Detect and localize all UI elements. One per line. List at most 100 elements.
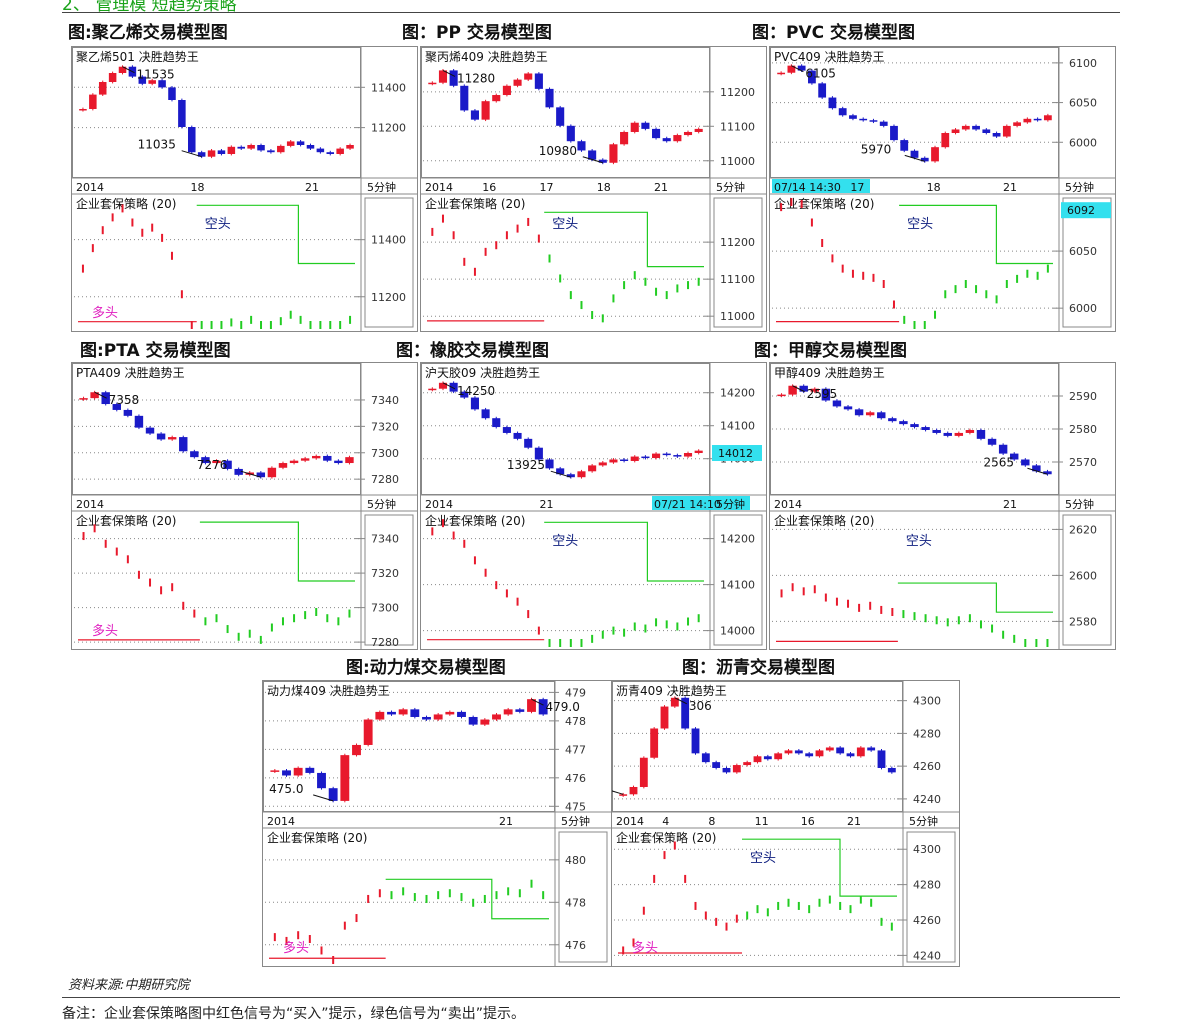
high-label: 479.0 xyxy=(546,700,580,714)
price-badge xyxy=(712,445,762,462)
candle-body xyxy=(899,421,908,425)
candle-body xyxy=(438,70,448,83)
short-signal-label: 空头 xyxy=(907,217,933,232)
candle-body xyxy=(1002,125,1011,137)
short-stop-line xyxy=(897,582,1053,613)
chart-title: 图：PVC 交易模型图 xyxy=(752,23,916,43)
x-tick-label: 16 xyxy=(482,181,496,194)
candle-body xyxy=(387,711,396,715)
footnote: 备注：企业套保策略图中红色信号为“买入”提示，绿色信号为“卖出”提示。 xyxy=(62,1006,526,1022)
chart-title: 图:动力煤交易模型图 xyxy=(346,658,506,678)
lower-axis-box xyxy=(1062,514,1112,646)
short-signal-label: 空头 xyxy=(906,534,932,549)
candle-body xyxy=(865,412,875,416)
high-pointer xyxy=(94,391,107,399)
candle-body xyxy=(910,150,919,158)
candle-body xyxy=(148,80,156,84)
candle-body xyxy=(821,388,831,401)
candle-body xyxy=(197,152,206,157)
candle-body xyxy=(982,129,991,133)
candle-body xyxy=(470,110,479,120)
candle-body xyxy=(961,125,970,130)
y-tick-label: 4280 xyxy=(913,879,941,892)
y-tick-label: 2590 xyxy=(1069,390,1097,403)
y-tick-label: 2580 xyxy=(1069,615,1097,628)
source-note: 资料来源:中期研究院 xyxy=(68,978,190,993)
candle-body xyxy=(112,404,121,410)
candle-body xyxy=(492,418,501,428)
lower-panel-label: 企业套保策略 (20) xyxy=(774,196,874,211)
candle-body xyxy=(317,772,326,789)
candle-body xyxy=(282,770,291,776)
x-tick-label: 2014 xyxy=(425,498,453,511)
candle-body xyxy=(838,108,847,116)
candle-body xyxy=(931,147,939,162)
chart-panel: 沥青409 决胜趋势王 企业套保策略 (20) 2014 4 8 11 16 21 5分钟 430… xyxy=(611,680,960,967)
candle-body xyxy=(805,753,814,757)
y-tick-label: 4240 xyxy=(913,949,941,962)
section-heading: 2、 管理模 短趋势策略 xyxy=(62,0,237,15)
short-stop-line xyxy=(544,521,704,582)
lower-axis-box xyxy=(364,197,414,328)
high-label: 11280 xyxy=(457,71,495,85)
y-tick-label: 2570 xyxy=(1069,456,1097,469)
period-label: 5分钟 xyxy=(1065,180,1094,194)
candle-body xyxy=(888,418,897,422)
candle-body xyxy=(639,757,648,787)
chart-panel: 聚丙烯409 决胜趋势王 企业套保策略 (20) 2014 16 17 18 21 5分钟 11… xyxy=(420,46,767,332)
y-tick-label: 475 xyxy=(565,800,586,813)
x-tick-label: 21 xyxy=(540,498,554,511)
short-stop-line xyxy=(385,878,549,920)
candle-body xyxy=(777,72,786,75)
candle-body xyxy=(694,128,703,132)
y-tick-label: 7340 xyxy=(371,394,399,407)
candle-body xyxy=(660,706,669,729)
candle-body xyxy=(223,460,232,469)
candle-body xyxy=(1033,118,1042,121)
candle-body xyxy=(267,467,277,478)
candle-body xyxy=(732,765,741,773)
x-tick-label: 4 xyxy=(662,815,669,828)
candle-body xyxy=(422,716,431,720)
candle-body xyxy=(346,145,354,149)
chart-panel: 沪天胶09 决胜趋势王 企业套保策略 (20) 2014 21 07/21 14:10 5… xyxy=(420,362,767,650)
x-tick-label: 21 xyxy=(305,181,319,194)
y-tick-label: 11100 xyxy=(720,120,755,133)
candle-body xyxy=(828,97,837,109)
high-label: 306 xyxy=(689,699,712,713)
candle-body xyxy=(118,66,127,73)
candle-body xyxy=(846,753,855,757)
candle-body xyxy=(502,85,511,96)
x-tick-label: 2014 xyxy=(76,181,104,194)
candle-body xyxy=(375,711,385,720)
candle-body xyxy=(515,709,525,712)
candle-body xyxy=(743,762,752,766)
candle-body xyxy=(480,719,490,725)
chart-panel: 甲醇409 决胜趋势王 企业套保策略 (20) 2014 21 5分钟 2590 2580 2… xyxy=(769,362,1116,650)
candle-body xyxy=(363,719,373,745)
low-label: 13925 xyxy=(507,458,545,472)
y-tick-label: 4300 xyxy=(913,843,941,856)
candle-body xyxy=(879,121,888,126)
x-tick-label: 18 xyxy=(927,181,941,194)
x-tick-label: 21 xyxy=(654,181,668,194)
y-tick-label: 2620 xyxy=(1069,523,1097,536)
candle-body xyxy=(212,460,221,464)
candle-body xyxy=(217,150,226,154)
candle-body xyxy=(788,385,797,395)
upper-plot-frame xyxy=(72,363,361,495)
candle-body xyxy=(481,101,490,120)
candle-body xyxy=(662,453,671,456)
candle-body xyxy=(976,430,986,439)
x-tick-label: 2014 xyxy=(425,181,453,194)
candle-body xyxy=(306,145,315,149)
price-badge-label: 6092 xyxy=(1067,204,1095,217)
candle-body xyxy=(158,80,166,88)
upper-panel-label: 甲醇409 决胜趋势王 xyxy=(774,365,885,380)
lower-panel-label: 企业套保策略 (20) xyxy=(425,513,525,528)
y-tick-label: 7300 xyxy=(371,447,399,460)
y-tick-label: 7280 xyxy=(371,473,399,486)
candle-body xyxy=(1043,471,1052,475)
